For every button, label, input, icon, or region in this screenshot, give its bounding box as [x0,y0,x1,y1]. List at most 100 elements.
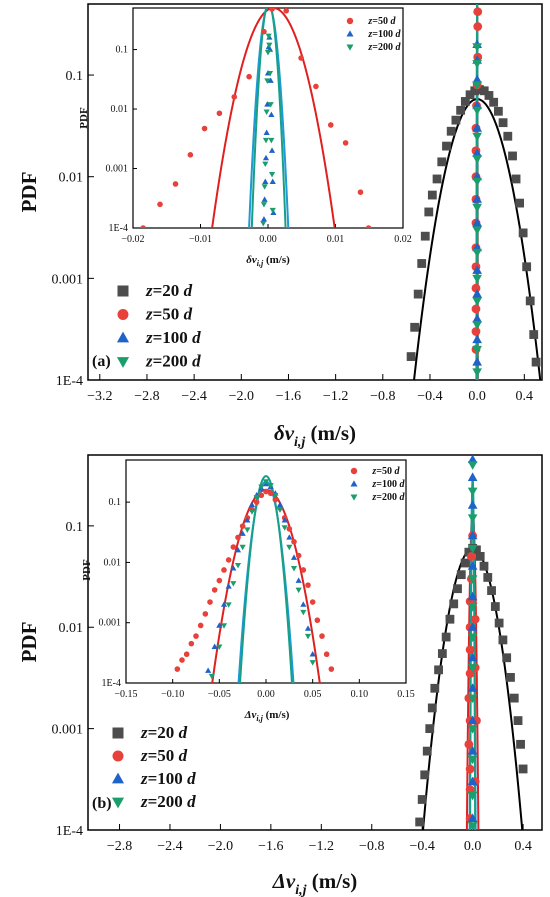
panel-a-inset-fit-curve [211,8,336,228]
panel-b-inset-data-point [197,622,204,629]
panel-a-data-point [420,231,430,241]
panel-a-inset-data-point [172,181,179,187]
panel-a-data-point [406,352,416,361]
panel-a-data-point [424,207,434,217]
panel-a-inset-data-point [263,109,270,115]
panel-a-data-point [515,198,524,208]
panel-b-inset-ytick-label: 0.01 [104,557,122,568]
panel-b-inset-data-point [309,660,316,666]
panel-a-ytick-label: 0.01 [59,171,84,186]
panel-b-inset-data-point [286,534,293,540]
panel-a-inset-data-point [264,78,271,84]
panel-b-ylabel: PDF [17,622,41,663]
panel-a-inset-legend-label: z=100 d [367,29,401,40]
panel-b-inset-data-point [248,501,256,508]
panel-b-data-point [467,683,478,692]
panel-a-inset-data-point [268,147,276,153]
panel-a-data-points [406,7,541,378]
panel-b-data-point [467,664,478,673]
panel-a-inset-xtick-label: 0.00 [259,234,277,245]
panel-a-inset-data-point [260,216,268,222]
panel-b-inset-data-point [248,509,256,515]
panel-b-inset-data-point [207,599,213,605]
panel-b-data-point [467,500,478,509]
panel-b-data-point [430,683,440,693]
panel-a-inset-xtick-label: −0.02 [121,234,144,245]
panel-b-data-point [467,813,478,822]
panel-b-data-point [453,584,462,594]
panel-b-legend-label: z=100 d [140,769,196,788]
panel-b-inset-data-point [267,490,274,497]
panel-b-inset-data-point [290,554,298,560]
panel-a-inset-xlabel: δvi,j (m/s) [246,254,290,268]
panel-b-inset-ytick-label: 0.1 [109,497,122,508]
panel-b-data-point [487,586,496,595]
panel-b-inset-data-point [281,517,288,523]
panel-a-data-point [460,97,470,106]
panel-b-data-points [415,455,528,830]
panel-b-data-point [467,544,478,554]
panel-a-ytick-label: 0.1 [66,69,84,84]
panel-a-inset: PDF δvi,j (m/s) −0.02 −0.01 0.00 0.01 0.02 1E… [78,7,412,268]
panel-b-ticks: −2.8 −2.4 −2.0 −1.6 −1.2 −0.8 −0.4 0.0 0.4 1E-4 0.… [52,520,532,854]
panel-a-data-point [525,296,535,306]
panel-b-legend-label: z=50 d [140,746,188,765]
panel-a-data-point [489,97,499,107]
panel-a-data-point [518,228,528,238]
panel-b-inset-data-point [319,633,325,639]
panel-a-inset-legend: z=50 d z=100 d z=200 d [346,16,402,53]
panel-a-data-point [472,265,482,274]
panel-a-xtick-label: 0.4 [516,389,534,404]
panel-b-inset-data-point [290,566,298,572]
panel-a-data-point [446,126,456,136]
panel-b-inset-data-point [295,587,302,594]
panel-b-data-point [518,764,528,774]
panel-b-xtick-label: −1.2 [309,839,334,854]
panel-a-data-point [472,148,482,157]
panel-b-inset-data-point [309,599,316,605]
panel-a-data-point [472,297,482,306]
panel-b-inset-data-points [174,479,335,680]
panel-b-data-point [456,570,466,580]
panel-b-inset-data-point [291,538,297,545]
panel-b-data-point [467,591,478,601]
panel-a-data-point [472,313,482,323]
panel-b-data-point [466,551,476,561]
panel-a-inset-data-point [313,83,319,90]
panel-b-inset-data-point [272,493,279,499]
panel-b-inset-legend-label: z=100 d [371,479,405,490]
panel-b-inset-data-point [211,643,218,649]
panel-b-data-point [479,561,489,571]
panel-b-inset-data-point [239,523,246,529]
panel-a-xtick-label: 0.0 [468,389,486,404]
panel-a-inset-legend-marker [346,30,354,37]
panel-b-inset-data-point [234,562,242,569]
panel-a-ylabel: PDF [17,172,41,213]
panel-a-data-point [498,118,508,128]
panel-b-inset-data-point [304,633,312,640]
panel-b-legend-marker [112,727,124,739]
panel-a-data-point [472,59,482,69]
panel-b-inset-data-point [188,640,195,647]
panel-b-inset-data-point [179,657,185,663]
panel-a-legend-label: z=50 d [145,304,193,323]
panel-a-inset-data-point [365,225,372,228]
panel-b-inset-data-point [211,587,218,593]
panel-a-inset-ytick-label: 0.01 [111,104,129,115]
panel-b-inset-data-point [230,544,237,550]
panel-a-data-point [472,43,482,52]
panel-a-legend-label: z=100 d [145,328,201,347]
panel-a-inset-data-point [357,189,364,195]
panel-a-inset-data-point [262,178,269,184]
panel-b-data-point [465,764,475,774]
panel-b-data-point [420,770,430,780]
panel-b-data-point [465,645,475,655]
panel-b-xtick-label: −2.4 [157,839,182,854]
panel-b-inset-xtick-label: 0.10 [351,689,369,700]
panel-b-inset-xtick-label: −0.15 [114,689,137,700]
panel-a-plot-frame [87,3,543,381]
panel-b-inset-data-point [225,583,232,589]
panel-b-data-point [467,603,478,612]
panel-a-data-point [472,106,482,116]
